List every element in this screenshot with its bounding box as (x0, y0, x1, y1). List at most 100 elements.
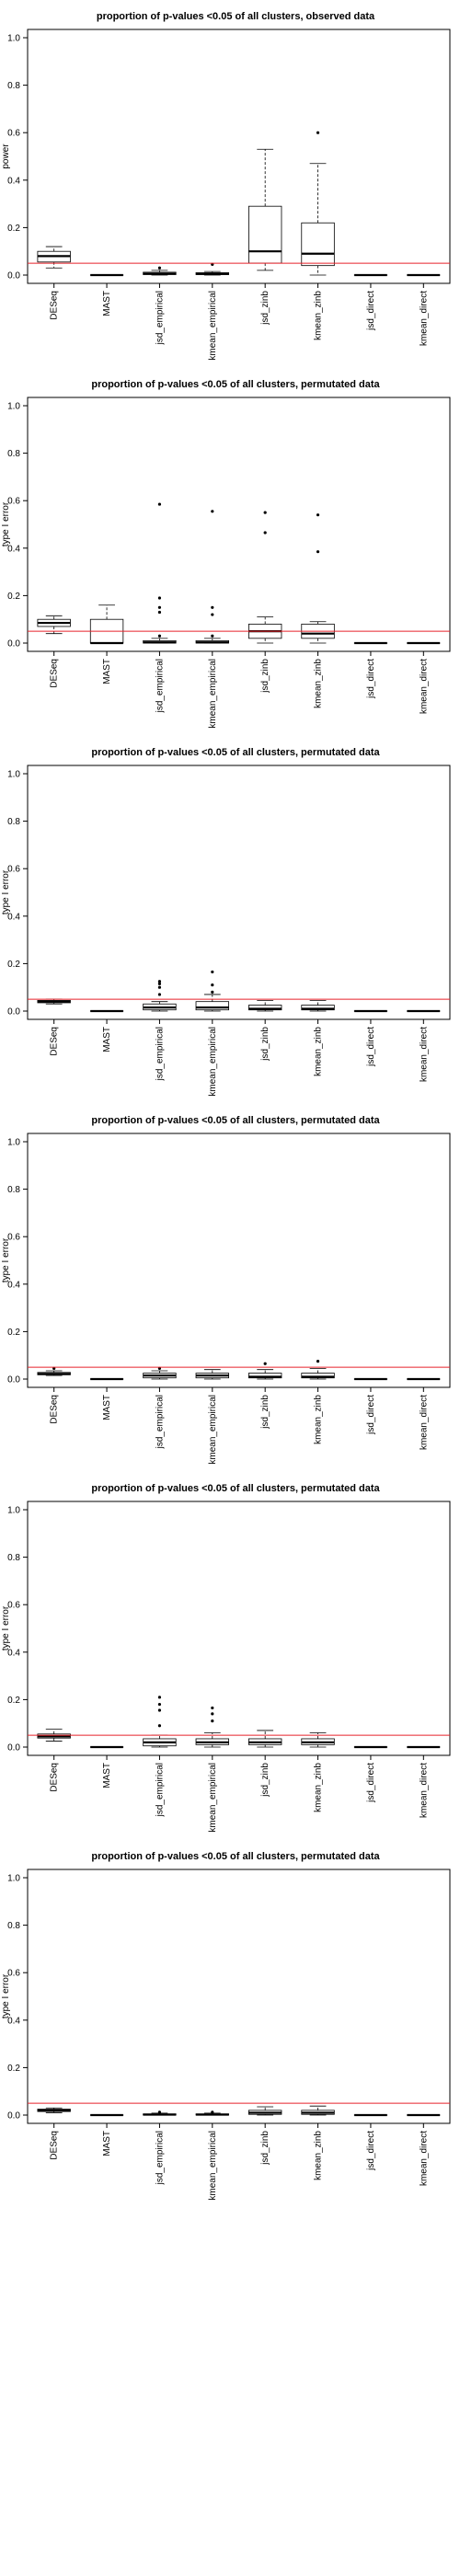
outlier-point (157, 502, 162, 506)
box-jsd_empirical (143, 1696, 177, 1748)
y-tick-label: 0.8 (7, 1185, 20, 1195)
x-category-label: DESeq (50, 2131, 60, 2160)
y-tick-label: 0.6 (7, 1233, 20, 1243)
x-category-label: jsd_direct (366, 1763, 376, 1803)
y-tick-label: 0.4 (7, 2016, 20, 2026)
box-iqr (248, 205, 282, 264)
box-jsd_empirical (143, 1366, 177, 1380)
x-category-label: kmean_zinb (314, 1763, 324, 1812)
outlier-point (263, 531, 267, 535)
y-tick-label: 0.2 (7, 1696, 20, 1706)
box-kmean_empirical (195, 510, 229, 644)
x-category-label: kmean_zinb (314, 2131, 324, 2180)
box-kmean_empirical (195, 2110, 229, 2116)
plot-frame (27, 765, 451, 1020)
box-iqr (248, 1373, 282, 1379)
box-kmean_zinb (301, 1360, 335, 1380)
box-iqr (195, 1001, 229, 1011)
outlier-point (157, 1724, 162, 1728)
box-kmean_zinb (301, 1732, 335, 1748)
x-category-label: kmean_empirical (208, 659, 218, 729)
box-iqr (248, 1005, 282, 1011)
x-category-label: jsd_empirical (155, 291, 165, 345)
x-category-label: jsd_direct (366, 291, 376, 331)
box-kmean_empirical (195, 262, 229, 276)
boxplot-panel-5: proportion of p-values <0.05 of all clus… (0, 1472, 460, 1849)
box-jsd_empirical (143, 2110, 177, 2116)
y-tick-label: 0.2 (7, 1328, 20, 1338)
chart-title: proportion of p-values <0.05 of all clus… (91, 1851, 380, 1862)
outlier-point (316, 131, 320, 134)
x-category-label: jsd_direct (366, 1395, 376, 1435)
outlier-point (211, 510, 214, 513)
outlier-point (157, 266, 162, 270)
y-axis-label: type I error (1, 869, 11, 914)
y-tick-label: 0.4 (7, 912, 20, 922)
plot-frame (27, 1869, 451, 2124)
y-tick-label: 0.6 (7, 497, 20, 507)
outlier-point (157, 1702, 162, 1707)
outlier-point (263, 1362, 267, 1365)
outlier-point (211, 1712, 214, 1716)
y-axis-label: type I error (1, 501, 11, 546)
outlier-point (211, 634, 214, 638)
y-tick-label: 0.8 (7, 817, 20, 827)
y-tick-label: 0.6 (7, 1601, 20, 1611)
y-tick-label: 1.0 (7, 1138, 20, 1148)
outlier-point (157, 634, 162, 638)
box-kmean_zinb (301, 131, 335, 276)
box-jsd_zinb (248, 999, 282, 1012)
box-DESeq (37, 998, 71, 1005)
y-tick-label: 0.0 (7, 1375, 20, 1386)
outlier-point (157, 982, 162, 985)
box-kmean_zinb (301, 2105, 335, 2116)
x-category-label: kmean_direct (419, 291, 429, 346)
x-category-label: jsd_empirical (155, 1027, 165, 1081)
plot-frame (27, 1501, 451, 1756)
boxplot-svg: proportion of p-values <0.05 of all clus… (1, 1483, 451, 1833)
y-tick-label: 0.0 (7, 271, 20, 282)
y-tick-label: 0.4 (7, 1280, 20, 1290)
outlier-point (211, 1719, 214, 1723)
y-tick-label: 0.0 (7, 1007, 20, 1018)
x-category-label: kmean_zinb (314, 291, 324, 340)
outlier-point (157, 605, 162, 609)
x-category-label: jsd_zinb (260, 291, 270, 326)
y-tick-label: 0.8 (7, 1921, 20, 1931)
boxplot-panel-4: proportion of p-values <0.05 of all clus… (0, 1104, 460, 1481)
y-tick-label: 0.8 (7, 81, 20, 91)
boxplot-panel-6: proportion of p-values <0.05 of all clus… (0, 1840, 460, 2217)
boxplot-svg: proportion of p-values <0.05 of all clus… (1, 379, 451, 729)
x-category-label: jsd_zinb (260, 1395, 270, 1430)
x-category-label: kmean_empirical (208, 2131, 218, 2201)
y-tick-label: 0.2 (7, 224, 20, 234)
y-tick-label: 0.2 (7, 592, 20, 602)
x-category-label: jsd_direct (366, 659, 376, 699)
box-DESeq (37, 2107, 71, 2113)
x-category-label: DESeq (50, 659, 60, 688)
box-DESeq (37, 246, 71, 269)
chart-title: proportion of p-values <0.05 of all clus… (91, 379, 380, 390)
y-tick-label: 0.6 (7, 865, 20, 875)
x-category-label: MAST (102, 659, 112, 684)
chart-title: proportion of p-values <0.05 of all clus… (97, 11, 375, 22)
x-category-label: kmean_direct (419, 1763, 429, 1818)
x-category-label: MAST (102, 1395, 112, 1420)
x-category-label: jsd_zinb (260, 659, 270, 694)
outlier-point (316, 550, 320, 554)
box-jsd_empirical (143, 980, 177, 1012)
outlier-point (211, 970, 214, 974)
y-tick-label: 0.4 (7, 176, 20, 186)
outlier-point (211, 2110, 214, 2114)
y-tick-label: 0.0 (7, 639, 20, 650)
box-DESeq (37, 615, 71, 635)
box-kmean_zinb (301, 999, 335, 1012)
x-category-label: jsd_direct (366, 2131, 376, 2171)
x-category-label: DESeq (50, 291, 60, 320)
box-iqr (301, 1005, 335, 1011)
outlier-point (157, 1708, 162, 1712)
x-category-label: jsd_zinb (260, 1027, 270, 1062)
box-jsd_empirical (143, 502, 177, 644)
boxplot-svg: proportion of p-values <0.05 of all clus… (1, 1851, 451, 2201)
box-iqr (301, 1373, 335, 1379)
